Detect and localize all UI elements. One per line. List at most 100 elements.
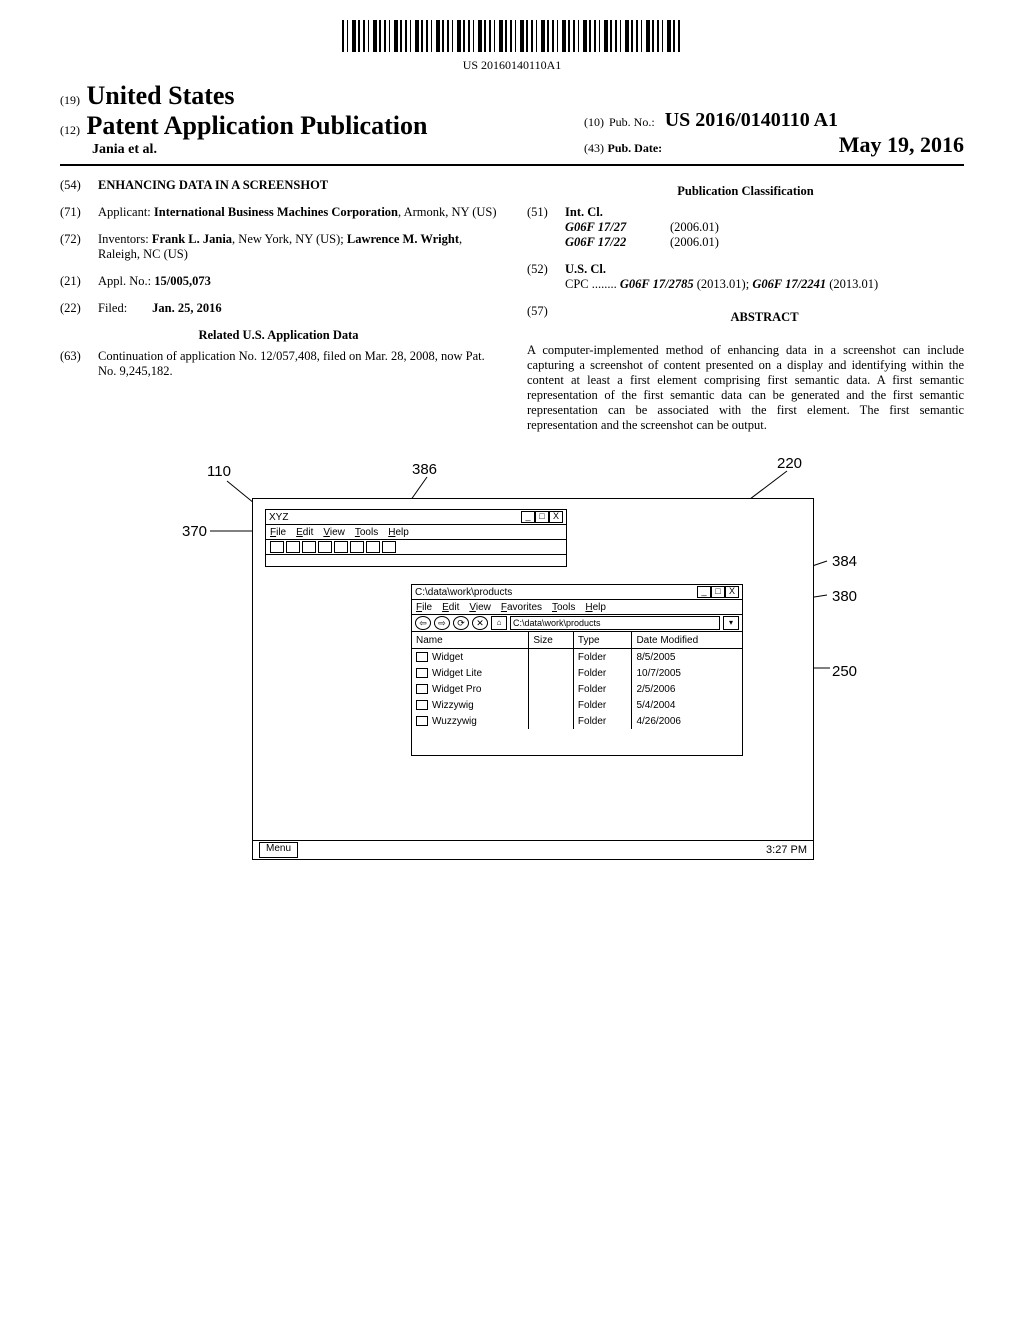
authors: Jania et al.	[92, 142, 427, 158]
stop-icon[interactable]: ✕	[472, 616, 488, 630]
window-xyz: XYZ _□X File Edit View Tools Help	[265, 509, 567, 567]
biblio-right-col: Publication Classification (51) Int. Cl.…	[527, 178, 964, 433]
win1-toolbar[interactable]	[266, 540, 566, 555]
desktop-frame: XYZ _□X File Edit View Tools Help	[252, 498, 814, 860]
col-size[interactable]: Size	[529, 632, 574, 649]
file-date: 5/4/2004	[632, 697, 742, 713]
pubno-code: (10)	[584, 115, 604, 129]
country-code: (19)	[60, 93, 80, 107]
applno-code: (21)	[60, 274, 98, 289]
inventors-label: Inventors:	[98, 232, 149, 246]
patent-figure: 110 386 220 370 260 384 380 270 360 250 …	[152, 463, 872, 893]
win1-menubar[interactable]: File Edit View Tools Help	[266, 525, 566, 540]
close-icon[interactable]: X	[549, 511, 563, 523]
header-right: (10) Pub. No.: US 2016/0140110 A1 (43) P…	[584, 109, 964, 158]
folder-icon	[416, 684, 428, 694]
menu-help[interactable]: Help	[388, 527, 409, 538]
pubdate: May 19, 2016	[839, 132, 964, 158]
related-title: Related U.S. Application Data	[60, 328, 497, 343]
refresh-icon[interactable]: ⟳	[453, 616, 469, 630]
inventors-code: (72)	[60, 232, 98, 262]
table-row[interactable]: WuzzywigFolder4/26/2006	[412, 713, 742, 729]
tool-icon[interactable]	[382, 541, 396, 553]
win2-controls[interactable]: _□X	[697, 586, 739, 598]
folder-icon	[416, 652, 428, 662]
header-rule	[60, 164, 964, 166]
menu-tools[interactable]: Tools	[552, 602, 575, 613]
tool-icon[interactable]	[286, 541, 300, 553]
win2-addressbar[interactable]: ⇦ ⇨ ⟳ ✕ ⌂ ▾	[412, 615, 742, 632]
tool-icon[interactable]	[334, 541, 348, 553]
tool-icon[interactable]	[366, 541, 380, 553]
menu-edit[interactable]: Edit	[296, 527, 313, 538]
file-date: 4/26/2006	[632, 713, 742, 729]
abstract-label: ABSTRACT	[565, 310, 964, 325]
applno-label: Appl. No.:	[98, 274, 151, 288]
barcode-block: US 20160140110A1	[60, 20, 964, 73]
doctype-code: (12)	[60, 123, 80, 137]
taskbar[interactable]: Menu 3:27 PM	[253, 840, 813, 859]
table-row[interactable]: WizzywigFolder5/4/2004	[412, 697, 742, 713]
forward-icon[interactable]: ⇨	[434, 616, 450, 630]
menu-file[interactable]: File	[416, 602, 432, 613]
ref-220: 220	[777, 455, 802, 472]
menu-tools[interactable]: Tools	[355, 527, 378, 538]
tool-icon[interactable]	[270, 541, 284, 553]
inventors-rest: , New York, NY (US);	[232, 232, 347, 246]
win2-title: C:\data\work\products	[415, 587, 512, 598]
back-icon[interactable]: ⇦	[415, 616, 431, 630]
col-type[interactable]: Type	[573, 632, 632, 649]
ref-370: 370	[182, 523, 207, 540]
file-date: 2/5/2006	[632, 681, 742, 697]
menu-view[interactable]: View	[323, 527, 345, 538]
tool-icon[interactable]	[302, 541, 316, 553]
uscl-code: (52)	[527, 262, 565, 292]
barcode-graphic	[342, 20, 682, 52]
address-input[interactable]	[510, 616, 720, 630]
table-row[interactable]: WidgetFolder8/5/2005	[412, 649, 742, 666]
menu-help[interactable]: Help	[585, 602, 606, 613]
close-icon[interactable]: X	[725, 586, 739, 598]
invention-title: ENHANCING DATA IN A SCREENSHOT	[98, 178, 497, 193]
taskbar-clock: 3:27 PM	[766, 844, 807, 856]
continuation-text: Continuation of application No. 12/057,4…	[98, 349, 497, 379]
menu-edit[interactable]: Edit	[442, 602, 459, 613]
pubno: US 2016/0140110 A1	[665, 109, 838, 131]
intcl-code: (51)	[527, 205, 565, 250]
home-icon[interactable]: ⌂	[491, 616, 507, 630]
intcl-label: Int. Cl.	[565, 205, 964, 220]
tool-icon[interactable]	[350, 541, 364, 553]
menu-file[interactable]: File	[270, 527, 286, 538]
file-name: Widget	[432, 652, 463, 663]
tool-icon[interactable]	[318, 541, 332, 553]
applicant-code: (71)	[60, 205, 98, 220]
table-row[interactable]: Widget LiteFolder10/7/2005	[412, 665, 742, 681]
win1-controls[interactable]: _□X	[521, 511, 563, 523]
menu-favorites[interactable]: Favorites	[501, 602, 542, 613]
country: United States	[87, 81, 235, 110]
ref-386: 386	[412, 461, 437, 478]
ref-250: 250	[832, 663, 857, 680]
menu-view[interactable]: View	[469, 602, 491, 613]
folder-icon	[416, 668, 428, 678]
file-date: 8/5/2005	[632, 649, 742, 666]
win2-menubar[interactable]: File Edit View Favorites Tools Help	[412, 600, 742, 615]
cpc-text: CPC ........ G06F 17/2785 (2013.01); G06…	[565, 277, 964, 292]
ref-110: 110	[207, 463, 231, 480]
col-name[interactable]: Name	[412, 632, 529, 649]
continuation-code: (63)	[60, 349, 98, 379]
maximize-icon[interactable]: □	[535, 511, 549, 523]
window-explorer: C:\data\work\products _□X File Edit View…	[411, 584, 743, 756]
abstract-code: (57)	[527, 304, 565, 331]
file-name: Widget Pro	[432, 684, 481, 695]
minimize-icon[interactable]: _	[697, 586, 711, 598]
col-date[interactable]: Date Modified	[632, 632, 742, 649]
start-menu-button[interactable]: Menu	[259, 842, 298, 858]
minimize-icon[interactable]: _	[521, 511, 535, 523]
file-name: Widget Lite	[432, 668, 482, 679]
maximize-icon[interactable]: □	[711, 586, 725, 598]
go-icon[interactable]: ▾	[723, 616, 739, 630]
biblio-left-col: (54) ENHANCING DATA IN A SCREENSHOT (71)…	[60, 178, 497, 433]
intcl-1-ver: (2006.01)	[670, 220, 719, 234]
table-row[interactable]: Widget ProFolder2/5/2006	[412, 681, 742, 697]
